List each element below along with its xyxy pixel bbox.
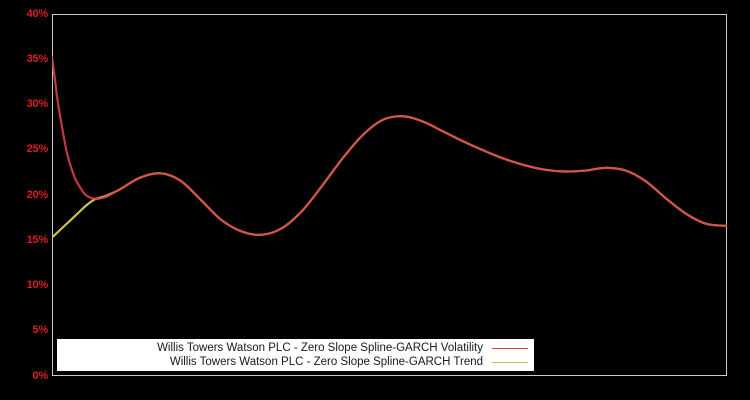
plot-area-border bbox=[52, 14, 727, 376]
series-line-trend bbox=[52, 115, 727, 239]
y-axis-tick-label: 35% bbox=[26, 52, 49, 65]
y-axis-tick-label: 5% bbox=[32, 324, 49, 337]
y-axis-tick-label: 0% bbox=[32, 369, 49, 382]
series-line-volatility bbox=[52, 56, 727, 236]
legend-label-trend: Willis Towers Watson PLC - Zero Slope Sp… bbox=[169, 356, 483, 368]
chart-legend: Willis Towers Watson PLC - Zero Slope Sp… bbox=[57, 339, 534, 371]
y-axis-tick-label: 40% bbox=[26, 7, 49, 20]
y-axis-tick-label: 20% bbox=[26, 188, 49, 201]
legend-label-volatility: Willis Towers Watson PLC - Zero Slope Sp… bbox=[157, 342, 483, 354]
legend-swatch-volatility bbox=[492, 347, 528, 349]
y-axis-tick-label: 30% bbox=[26, 98, 49, 110]
y-axis-tick-label: 15% bbox=[26, 233, 49, 246]
legend-entry-trend: Willis Towers Watson PLC - Zero Slope Sp… bbox=[57, 355, 534, 369]
plot-lines bbox=[52, 56, 727, 239]
legend-entry-volatility: Willis Towers Watson PLC - Zero Slope Sp… bbox=[57, 341, 534, 355]
y-axis: 40% 35% 30% 25% 20% 15% 10% 5% 0% bbox=[0, 0, 49, 400]
y-axis-tick-label: 25% bbox=[26, 143, 49, 156]
legend-swatch-trend bbox=[492, 361, 528, 363]
y-axis-tick-label: 10% bbox=[26, 279, 49, 291]
